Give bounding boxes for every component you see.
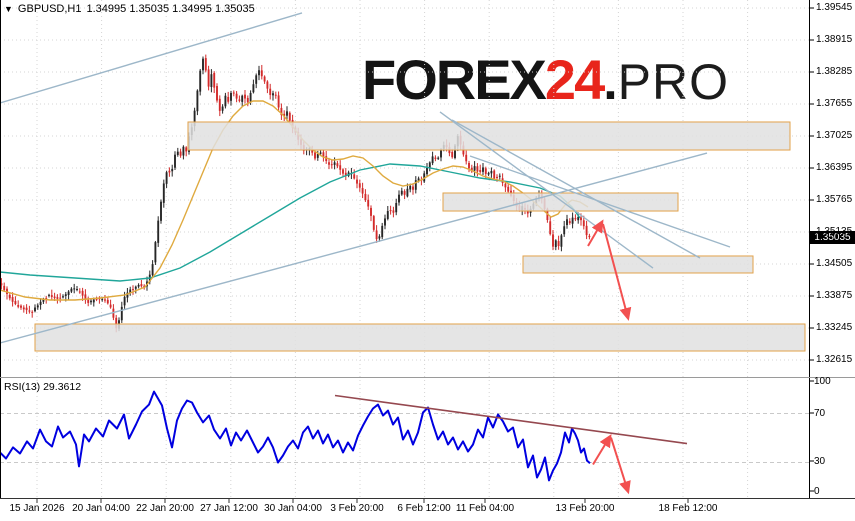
axis-borders xyxy=(0,0,855,503)
sell-down-arrow xyxy=(602,223,632,321)
support-zone-1.3450[interactable] xyxy=(522,255,754,274)
support-zone-1.3324[interactable] xyxy=(34,323,806,352)
rsi-line xyxy=(0,390,591,482)
resistance-zone-1.3576[interactable] xyxy=(442,192,679,212)
falling-trendline-1[interactable] xyxy=(439,111,654,269)
rising-channel-support[interactable] xyxy=(0,152,708,344)
logo-24-text: 24 xyxy=(544,48,605,111)
pullback-up-arrow xyxy=(587,219,604,247)
rsi-falling-trendline[interactable] xyxy=(334,394,688,445)
forex24pro-logo: FOREX 24. PRO xyxy=(362,48,730,111)
grid-layer xyxy=(0,0,809,497)
ma-slow-teal-line xyxy=(0,163,581,282)
rising-channel-resistance[interactable] xyxy=(0,12,303,104)
falling-trendline-3[interactable] xyxy=(469,155,731,248)
resistance-zone-1.3702[interactable] xyxy=(187,121,791,151)
ma-fast-orange-line xyxy=(0,100,589,301)
logo-forex-text: FOREX xyxy=(362,48,547,111)
rsi-down-arrow xyxy=(610,437,631,495)
rsi-up-arrow xyxy=(592,433,612,466)
falling-trendline-2[interactable] xyxy=(451,119,701,259)
logo-dot: . xyxy=(603,53,618,111)
logo-pro-text: PRO xyxy=(617,54,730,110)
